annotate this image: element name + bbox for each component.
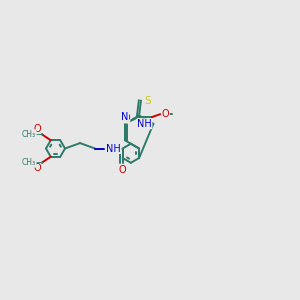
Text: NH: NH [106, 143, 121, 154]
Text: O: O [33, 163, 41, 173]
Text: S: S [145, 96, 151, 106]
Text: CH₃: CH₃ [22, 130, 36, 139]
Text: NH: NH [137, 119, 152, 129]
Text: O: O [119, 165, 126, 175]
Text: O: O [162, 109, 170, 119]
Text: O: O [122, 113, 130, 123]
Text: N: N [121, 112, 128, 122]
Text: O: O [33, 124, 41, 134]
Text: CH₃: CH₃ [22, 158, 36, 167]
